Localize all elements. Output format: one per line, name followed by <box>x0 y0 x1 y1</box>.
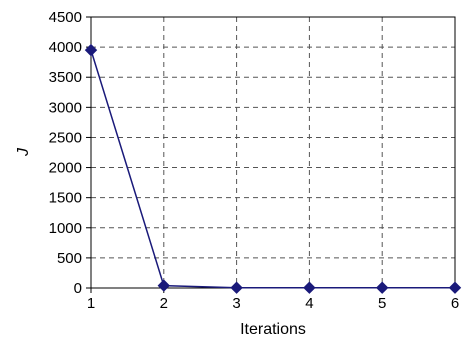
data-point-marker <box>230 281 243 294</box>
data-point-marker <box>84 43 98 57</box>
data-point-marker <box>157 279 171 292</box>
series-group <box>84 43 462 294</box>
data-point-marker <box>448 281 462 294</box>
x-tick-label: 3 <box>232 295 240 312</box>
y-tick-label: 0 <box>74 280 82 297</box>
x-tick-label: 6 <box>451 295 459 312</box>
y-tick-label: 2000 <box>49 160 82 177</box>
x-tick-label: 4 <box>305 295 313 312</box>
y-axis-ticks: 0 500 1000 1500 2000 2500 3000 3500 4000 4500 <box>49 9 91 297</box>
x-axis-title: Iterations <box>240 321 306 338</box>
y-tick-label: 4000 <box>49 39 82 56</box>
y-tick-label: 500 <box>57 250 82 267</box>
grid-lines <box>91 17 455 288</box>
x-tick-label: 2 <box>160 295 168 312</box>
y-axis-title: J <box>15 147 32 157</box>
data-point-marker <box>303 281 316 294</box>
x-tick-label: 5 <box>378 295 386 312</box>
y-tick-label: 2500 <box>49 129 82 146</box>
y-tick-label: 1000 <box>49 220 82 237</box>
data-point-marker <box>375 281 389 294</box>
y-tick-label: 1500 <box>49 190 82 207</box>
series-line <box>90 49 455 289</box>
plot-area-frame <box>90 16 456 289</box>
y-tick-label: 3500 <box>49 69 82 86</box>
x-tick-label: 1 <box>87 295 95 312</box>
x-axis-ticks: 1 2 3 4 5 6 <box>87 288 459 312</box>
y-tick-label: 4500 <box>49 9 82 26</box>
y-tick-label: 3000 <box>49 99 82 116</box>
